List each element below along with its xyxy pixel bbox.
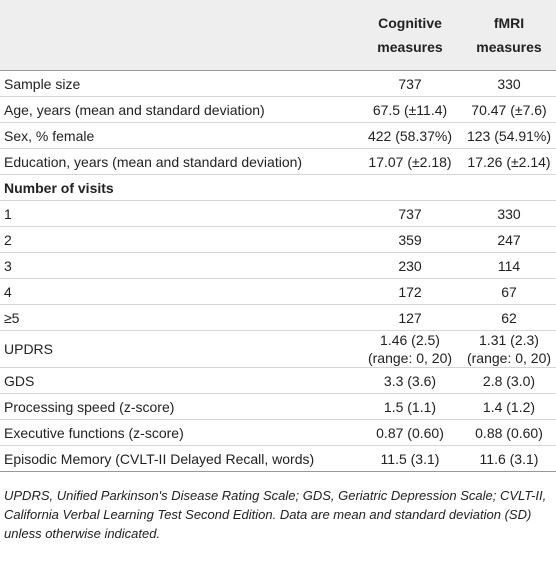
row-label: GDS bbox=[0, 367, 358, 394]
cell-value: 422 (58.37%) bbox=[358, 122, 462, 149]
cell-line: (range: 0, 20) bbox=[466, 350, 552, 366]
row-label: Executive functions (z-score) bbox=[0, 419, 358, 446]
cell-value: 2.8 (3.0) bbox=[462, 367, 556, 394]
row-label: 3 bbox=[0, 252, 358, 279]
cell-value: 0.88 (0.60) bbox=[462, 419, 556, 446]
cell-value: 1.4 (1.2) bbox=[462, 393, 556, 420]
row-label: 4 bbox=[0, 278, 358, 305]
table-row: 1 737 330 bbox=[0, 200, 556, 227]
cell-line: 1.31 (2.3) bbox=[479, 332, 539, 348]
section-label: Number of visits bbox=[0, 174, 556, 201]
row-label: Processing speed (z-score) bbox=[0, 393, 358, 420]
cell-value: 230 bbox=[358, 252, 462, 279]
cell-value: 172 bbox=[358, 278, 462, 305]
cell-value: 70.47 (±7.6) bbox=[462, 96, 556, 123]
column-header: fMRI measures bbox=[462, 0, 556, 71]
table-row: 3 230 114 bbox=[0, 252, 556, 279]
cell-value: 1.5 (1.1) bbox=[358, 393, 462, 420]
table-row: UPDRS 1.46 (2.5) (range: 0, 20) 1.31 (2.3) (… bbox=[0, 330, 556, 368]
cell-line: 1.46 (2.5) bbox=[380, 332, 440, 348]
row-label: 2 bbox=[0, 226, 358, 253]
table-row: Education, years (mean and standard devi… bbox=[0, 148, 556, 175]
cell-value: 11.6 (3.1) bbox=[462, 445, 556, 472]
cell-value: 330 bbox=[462, 200, 556, 227]
cell-value: 1.31 (2.3) (range: 0, 20) bbox=[462, 330, 556, 368]
cell-line: (range: 0, 20) bbox=[367, 350, 453, 366]
cell-value: 737 bbox=[358, 70, 462, 97]
cell-value: 359 bbox=[358, 226, 462, 253]
cell-value: 67.5 (±11.4) bbox=[358, 96, 462, 123]
cell-value: 1.46 (2.5) (range: 0, 20) bbox=[358, 330, 462, 368]
cell-value: 330 bbox=[462, 70, 556, 97]
table-row: Episodic Memory (CVLT-II Delayed Recall,… bbox=[0, 445, 556, 472]
row-label: Education, years (mean and standard devi… bbox=[0, 148, 358, 175]
cell-value: 3.3 (3.6) bbox=[358, 367, 462, 394]
row-label: Episodic Memory (CVLT-II Delayed Recall,… bbox=[0, 445, 358, 472]
table-row: ≥5 127 62 bbox=[0, 304, 556, 331]
row-label: ≥5 bbox=[0, 304, 358, 331]
table-row: Sample size 737 330 bbox=[0, 70, 556, 97]
row-label: Sample size bbox=[0, 70, 358, 97]
cell-value: 0.87 (0.60) bbox=[358, 419, 462, 446]
column-header: Cognitive measures bbox=[358, 0, 462, 71]
cell-value: 17.07 (±2.18) bbox=[358, 148, 462, 175]
row-label: Sex, % female bbox=[0, 122, 358, 149]
cell-value: 62 bbox=[462, 304, 556, 331]
table-row: Executive functions (z-score) 0.87 (0.60)… bbox=[0, 419, 556, 446]
table-row: 2 359 247 bbox=[0, 226, 556, 253]
cell-value: 17.26 (±2.14) bbox=[462, 148, 556, 175]
table-row: 4 172 67 bbox=[0, 278, 556, 305]
row-label: Age, years (mean and standard deviation) bbox=[0, 96, 358, 123]
header-blank bbox=[0, 0, 358, 71]
cell-value: 67 bbox=[462, 278, 556, 305]
table-row: Sex, % female 422 (58.37%) 123 (54.91%) bbox=[0, 122, 556, 149]
table-row: Processing speed (z-score) 1.5 (1.1) 1.4 (… bbox=[0, 393, 556, 420]
table-row: Age, years (mean and standard deviation)… bbox=[0, 96, 556, 123]
footnote: UPDRS, Unified Parkinson's Disease Ratin… bbox=[4, 488, 547, 541]
row-label: 1 bbox=[0, 200, 358, 227]
table-row: Number of visits bbox=[0, 174, 556, 201]
cell-value: 11.5 (3.1) bbox=[358, 445, 462, 472]
cell-value: 737 bbox=[358, 200, 462, 227]
cell-value: 127 bbox=[358, 304, 462, 331]
row-label: UPDRS bbox=[0, 330, 358, 368]
table-body: Sample size 737 330 Age, years (mean and st… bbox=[0, 70, 556, 472]
cell-value: 123 (54.91%) bbox=[462, 122, 556, 149]
cell-value: 247 bbox=[462, 226, 556, 253]
cell-value: 114 bbox=[462, 252, 556, 279]
header-row: Cognitive measures fMRI measures bbox=[0, 0, 556, 71]
table-row: GDS 3.3 (3.6) 2.8 (3.0) bbox=[0, 367, 556, 394]
data-table: Cognitive measures fMRI measures Sample … bbox=[0, 0, 556, 472]
